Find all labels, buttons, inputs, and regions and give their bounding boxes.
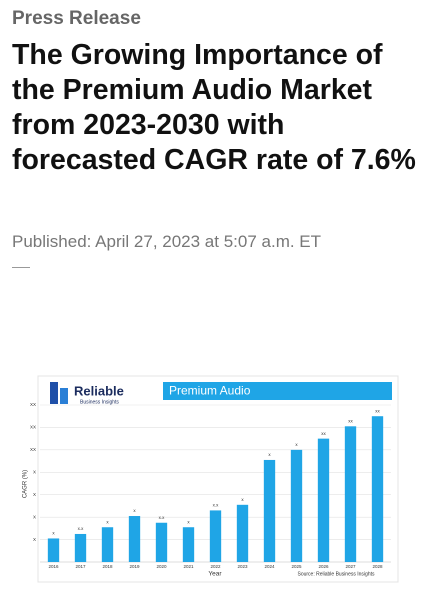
y-tick-label: X <box>33 492 36 497</box>
bar <box>182 527 195 562</box>
source: Source: Reliable Business Insights <box>298 571 375 577</box>
value-label: x <box>187 519 190 524</box>
bar <box>317 438 330 562</box>
x-tick-label: 2016 <box>48 564 59 569</box>
value-label: x <box>106 519 109 524</box>
bar <box>74 533 87 562</box>
x-tick-label: 2022 <box>210 564 221 569</box>
x-tick-label: 2018 <box>102 564 113 569</box>
value-label: x.x <box>78 526 85 531</box>
brand: Reliable <box>74 383 124 398</box>
bar <box>236 504 249 562</box>
value-label: x.x <box>159 515 166 520</box>
x-tick-label: 2023 <box>237 564 248 569</box>
title-banner <box>163 382 392 400</box>
value-label: x <box>268 452 271 457</box>
value-label: xx <box>321 431 326 436</box>
bar <box>101 527 114 562</box>
published-date: Published: April 27, 2023 at 5:07 a.m. E… <box>12 232 322 251</box>
value-label: x <box>52 531 55 536</box>
y-tick-label: XX <box>30 425 36 430</box>
y-axis-label: CAGR (%) <box>23 470 29 498</box>
y-tick-label: X <box>33 537 36 542</box>
bar <box>290 449 303 562</box>
bar <box>263 459 276 562</box>
x-tick-label: 2017 <box>75 564 86 569</box>
x-tick-label: 2026 <box>318 564 329 569</box>
y-tick-label: X <box>33 514 36 519</box>
value-label: xx <box>375 408 380 413</box>
bar <box>155 522 168 562</box>
divider <box>12 267 30 268</box>
x-axis-label: Year <box>208 571 222 578</box>
value-label: x.x <box>213 503 220 508</box>
chart-title: Premium Audio <box>169 384 251 398</box>
bar <box>209 510 222 562</box>
bar <box>344 426 357 562</box>
y-tick-label: XX <box>30 447 36 452</box>
x-tick-label: 2028 <box>372 564 383 569</box>
x-tick-label: 2027 <box>345 564 356 569</box>
bar <box>128 516 141 562</box>
x-tick-label: 2025 <box>291 564 302 569</box>
value-label: x <box>295 442 298 447</box>
y-tick-label: X <box>33 469 36 474</box>
bar <box>47 538 60 562</box>
logo-icon <box>60 388 68 404</box>
value-label: x <box>241 497 244 502</box>
kicker: Press Release <box>12 8 141 29</box>
brand-sub: Business Insights <box>80 399 119 405</box>
value-label: x <box>133 508 136 513</box>
headline: The Growing Importance of the Premium Au… <box>12 39 416 176</box>
logo-icon <box>50 382 58 404</box>
x-tick-label: 2024 <box>264 564 275 569</box>
x-tick-label: 2019 <box>129 564 140 569</box>
bar <box>371 416 384 562</box>
x-tick-label: 2020 <box>156 564 167 569</box>
value-label: xx <box>348 418 353 423</box>
x-tick-label: 2021 <box>183 564 194 569</box>
y-tick-label: XX <box>30 402 36 407</box>
